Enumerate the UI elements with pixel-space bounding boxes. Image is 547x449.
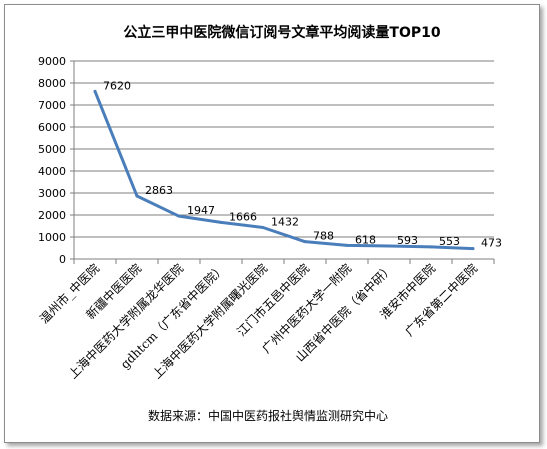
data-point: [261, 225, 265, 229]
x-tick-label: 江门市五邑中医院: [234, 261, 312, 339]
x-axis: 温州市_中医院新疆中医医院上海中医药大学附属龙华医院gdhtcm（广东省中医院）…: [36, 259, 495, 381]
data-point: [219, 220, 223, 224]
chart-frame: [4, 4, 540, 443]
source-note: 数据来源：中国中医药报社舆情监测研究中心: [148, 408, 388, 423]
y-tick-label: 4000: [38, 165, 66, 178]
data-label: 473: [481, 237, 502, 250]
data-label: 7620: [103, 79, 131, 92]
data-label: 788: [313, 230, 334, 243]
data-label: 2863: [145, 184, 173, 197]
series-line: [93, 89, 475, 251]
chart-title: 公立三甲中医院微信订阅号文章平均阅读量TOP10: [123, 24, 440, 41]
y-tick-label: 0: [59, 253, 66, 266]
data-point: [387, 244, 391, 248]
data-point: [135, 194, 139, 198]
gridlines: [74, 60, 494, 260]
data-point: [303, 240, 307, 244]
data-label: 553: [439, 235, 460, 248]
y-tick-label: 8000: [38, 77, 66, 90]
data-point: [471, 247, 475, 251]
y-tick-label: 3000: [38, 187, 66, 200]
data-point: [345, 243, 349, 247]
y-tick-label: 1000: [38, 231, 66, 244]
y-tick-label: 2000: [38, 209, 66, 222]
y-tick-label: 5000: [38, 143, 66, 156]
data-label: 618: [355, 233, 376, 246]
data-label: 1666: [229, 210, 257, 223]
data-point: [93, 89, 97, 93]
series-polyline: [93, 89, 475, 251]
y-axis: 0 1000 2000 3000 4000 5000 6000 7000 8000 9000: [38, 55, 75, 266]
data-point: [429, 245, 433, 249]
data-point: [177, 214, 181, 218]
data-label: 593: [397, 234, 418, 247]
x-tick-label: 广东省第二中医院: [402, 261, 480, 339]
y-tick-label: 7000: [38, 99, 66, 112]
data-label: 1947: [187, 204, 215, 217]
data-labels: 7620 2863 1947 1666 1432 788 618 593 553 473: [103, 79, 502, 249]
data-label: 1432: [271, 215, 299, 228]
y-tick-label: 9000: [38, 55, 66, 68]
y-tick-label: 6000: [38, 121, 66, 134]
